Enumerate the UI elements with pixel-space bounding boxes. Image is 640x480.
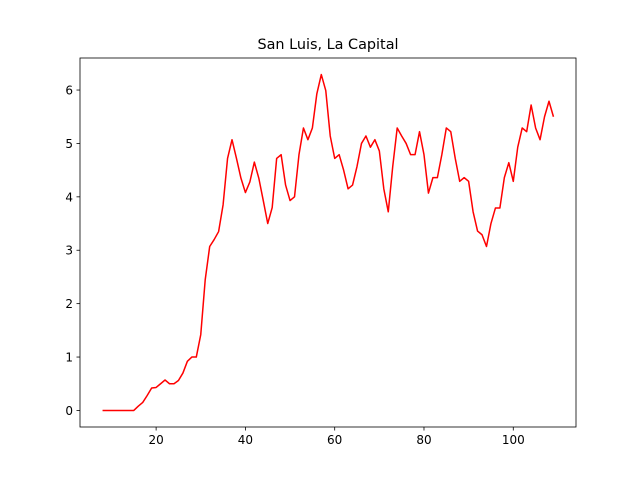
data-line <box>102 73 555 412</box>
x-tick-label: 60 <box>327 433 342 447</box>
x-tick-label: 20 <box>148 433 163 447</box>
y-tick-label: 4 <box>65 190 73 204</box>
chart-title: San Luis, La Capital <box>257 37 398 53</box>
y-tick-label: 5 <box>65 137 73 151</box>
y-tick-label: 6 <box>65 84 73 98</box>
plot-frame <box>79 57 577 428</box>
y-tick-label: 1 <box>65 351 73 365</box>
x-tick-label: 40 <box>238 433 253 447</box>
y-tick-label: 3 <box>65 244 73 258</box>
y-tick-label: 0 <box>65 404 73 418</box>
x-tick-label: 100 <box>502 433 525 447</box>
x-tick-label: 80 <box>416 433 431 447</box>
y-tick-label: 2 <box>65 297 73 311</box>
